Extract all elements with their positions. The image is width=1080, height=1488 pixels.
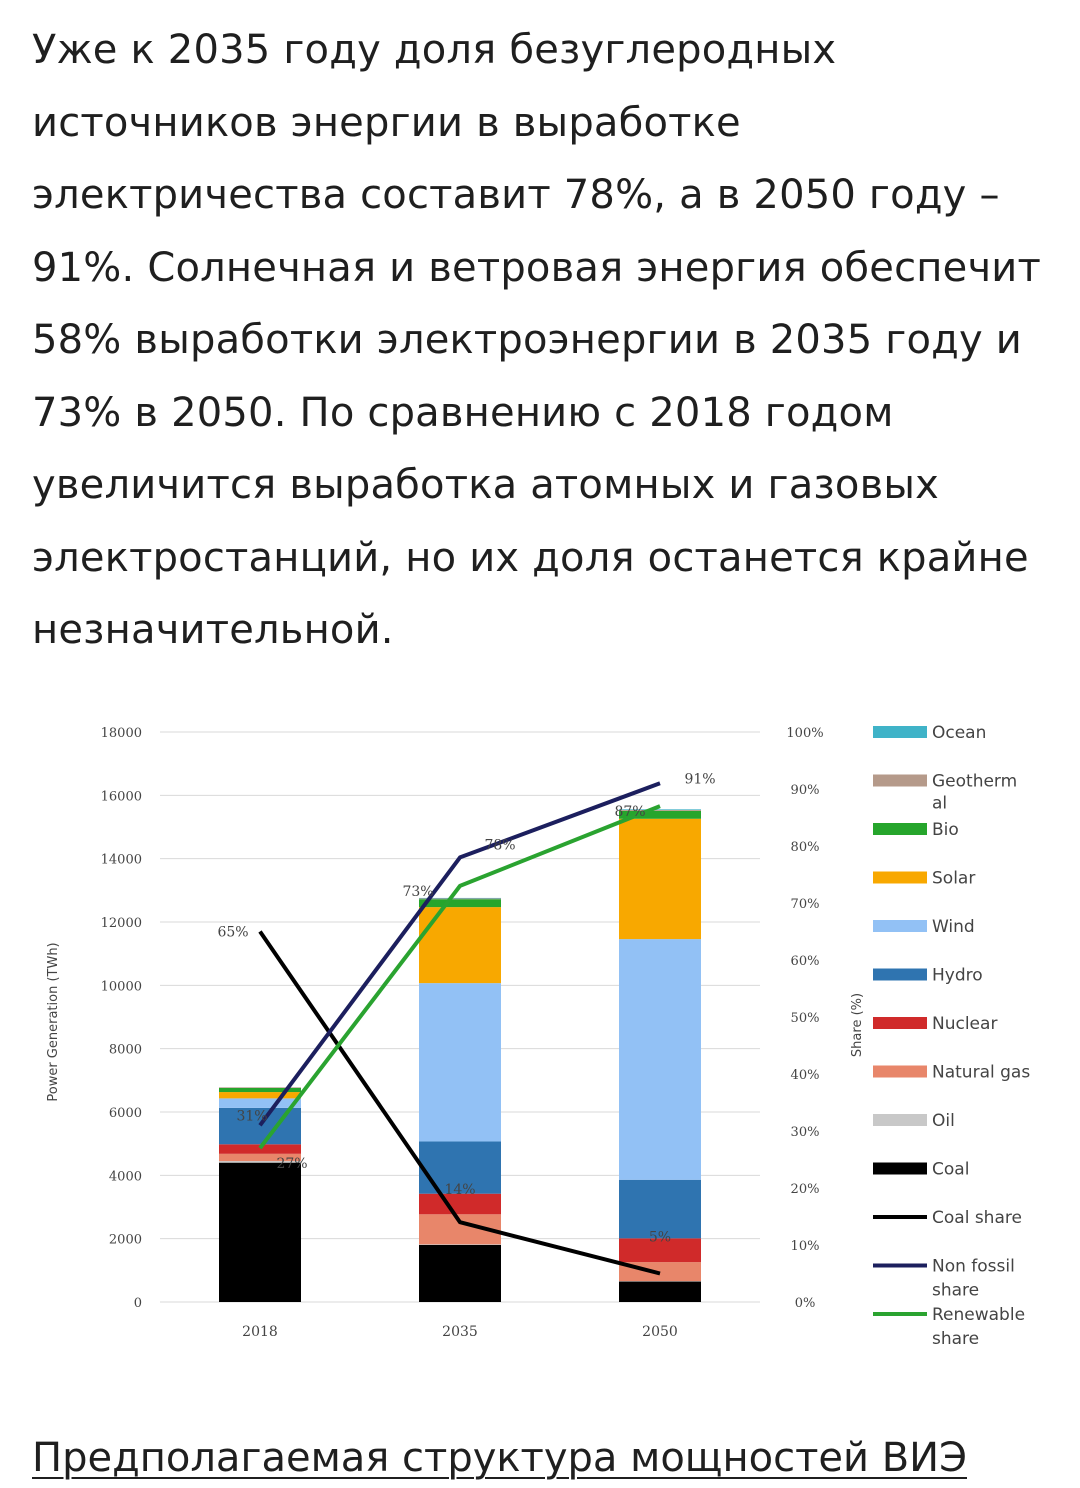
data-label: 14%	[444, 1182, 475, 1198]
bar-segment-natural-gas	[219, 1153, 301, 1162]
bar-segment-oil	[219, 1161, 301, 1163]
y-axis-title: Power Generation (TWh)	[46, 942, 61, 1101]
legend-label-geothermal: al	[932, 794, 947, 814]
bar-segment-coal	[619, 1281, 701, 1302]
legend-swatch-geothermal	[873, 774, 927, 787]
legend-label-non-fossil-share: share	[932, 1281, 979, 1301]
x-tick-label: 2018	[242, 1324, 278, 1340]
y2-tick-label: 10%	[791, 1239, 820, 1254]
y2-tick-label: 60%	[791, 954, 820, 969]
bar-segment-wind	[619, 939, 701, 1180]
bar-segment-geothermal	[219, 1087, 301, 1088]
legend-swatch-solar	[873, 871, 927, 884]
y2-tick-label: 30%	[791, 1125, 820, 1140]
legend-swatch-nuclear	[873, 1017, 927, 1029]
bar-segment-oil	[619, 1281, 701, 1282]
legend-swatch-bio	[873, 823, 927, 835]
bar-segment-coal	[419, 1245, 501, 1302]
power-generation-chart: 0 2000 4000 6000 8000 10000 12000 14000 16000 180…	[0, 700, 1080, 1380]
bar-segment-wind	[219, 1098, 301, 1108]
legend-swatch-natural-gas	[873, 1065, 927, 1078]
legend-label-renewable-share: Renewable	[932, 1305, 1025, 1325]
y2-tick-label: 80%	[791, 840, 820, 855]
bar-segment-bio	[419, 899, 501, 908]
y2-tick-label: 90%	[791, 783, 820, 798]
legend-label-oil: Oil	[932, 1111, 955, 1131]
y2-tick-label: 20%	[791, 1182, 820, 1197]
legend-label-solar: Solar	[932, 869, 975, 889]
bar-segment-geothermal	[419, 898, 501, 900]
legend-swatch-ocean	[873, 726, 927, 738]
legend-label-nuclear: Nuclear	[932, 1014, 997, 1034]
y-tick-label: 4000	[109, 1169, 142, 1184]
bar-segment-solar	[419, 907, 501, 984]
x-tick-label: 2050	[642, 1324, 678, 1340]
bar-segment-nuclear	[219, 1144, 301, 1154]
legend-swatch-coal	[873, 1162, 927, 1175]
x-tick-label: 2035	[442, 1324, 478, 1340]
data-label: 27%	[276, 1156, 307, 1172]
data-label: 65%	[217, 925, 248, 941]
next-section-heading: Предполагаемая структура мощностей ВИЭ	[32, 1435, 967, 1481]
article-paragraph: Уже к 2035 году доля безуглеродных источ…	[32, 27, 1041, 653]
data-label: 73%	[402, 884, 433, 900]
line-renewable-share	[258, 804, 661, 1150]
bar-segment-bio	[219, 1087, 301, 1093]
legend-label-hydro: Hydro	[932, 966, 983, 986]
bar-segment-bio	[619, 810, 701, 819]
y2-tick-label: 0%	[795, 1296, 816, 1311]
data-label: 31%	[236, 1108, 267, 1124]
y2-tick-label: 50%	[791, 1011, 820, 1026]
y-tick-label: 18000	[101, 726, 142, 741]
bar-segment-wind	[419, 983, 501, 1142]
bar-segment-coal	[219, 1162, 301, 1302]
legend-label-geothermal: Geotherm	[932, 772, 1017, 792]
y-tick-label: 0	[134, 1296, 142, 1311]
y-tick-label: 6000	[109, 1106, 142, 1121]
y-tick-label: 16000	[101, 789, 142, 804]
y-tick-label: 8000	[109, 1043, 142, 1058]
legend-label-renewable-share: share	[932, 1329, 979, 1349]
data-label: 5%	[649, 1230, 671, 1246]
bar-segment-ocean	[619, 809, 701, 810]
legend-label-coal: Coal	[932, 1160, 969, 1180]
y2-tick-label: 100%	[786, 726, 823, 741]
y-tick-label: 14000	[101, 853, 142, 868]
bar-segment-hydro	[619, 1179, 701, 1239]
bar-segment-geothermal	[619, 809, 701, 811]
line-coal-share	[258, 930, 661, 1276]
legend-swatch-hydro	[873, 968, 927, 981]
y-tick-label: 12000	[101, 916, 142, 931]
bar-segment-solar	[619, 818, 701, 940]
data-label: 91%	[684, 771, 715, 787]
bar-segment-nuclear	[619, 1238, 701, 1263]
legend-label-wind: Wind	[932, 917, 975, 937]
chart-canvas: 0 2000 4000 6000 8000 10000 12000 14000 16000 180…	[46, 723, 1030, 1349]
y2-tick-label: 40%	[791, 1068, 820, 1083]
y-tick-label: 2000	[109, 1233, 142, 1248]
legend-label-coal-share: Coal share	[932, 1208, 1022, 1228]
bar-segment-ocean	[419, 897, 501, 899]
legend-label-non-fossil-share: Non fossil	[932, 1257, 1015, 1277]
line-non-fossil-share	[258, 781, 661, 1127]
data-label: 87%	[614, 804, 645, 820]
y2-axis-title: Share (%)	[850, 993, 865, 1057]
legend-label-bio: Bio	[932, 820, 959, 840]
legend-label-ocean: Ocean	[932, 723, 986, 743]
y-tick-label: 10000	[101, 979, 142, 994]
data-label: 78%	[484, 837, 515, 853]
bar-segment-solar	[219, 1092, 301, 1099]
bar-segment-oil	[419, 1244, 501, 1245]
bar-segment-nuclear	[419, 1193, 501, 1215]
legend-swatch-oil	[873, 1114, 927, 1126]
legend-label-natural-gas: Natural gas	[932, 1063, 1030, 1083]
y2-tick-label: 70%	[791, 897, 820, 912]
legend-swatch-wind	[873, 920, 927, 932]
